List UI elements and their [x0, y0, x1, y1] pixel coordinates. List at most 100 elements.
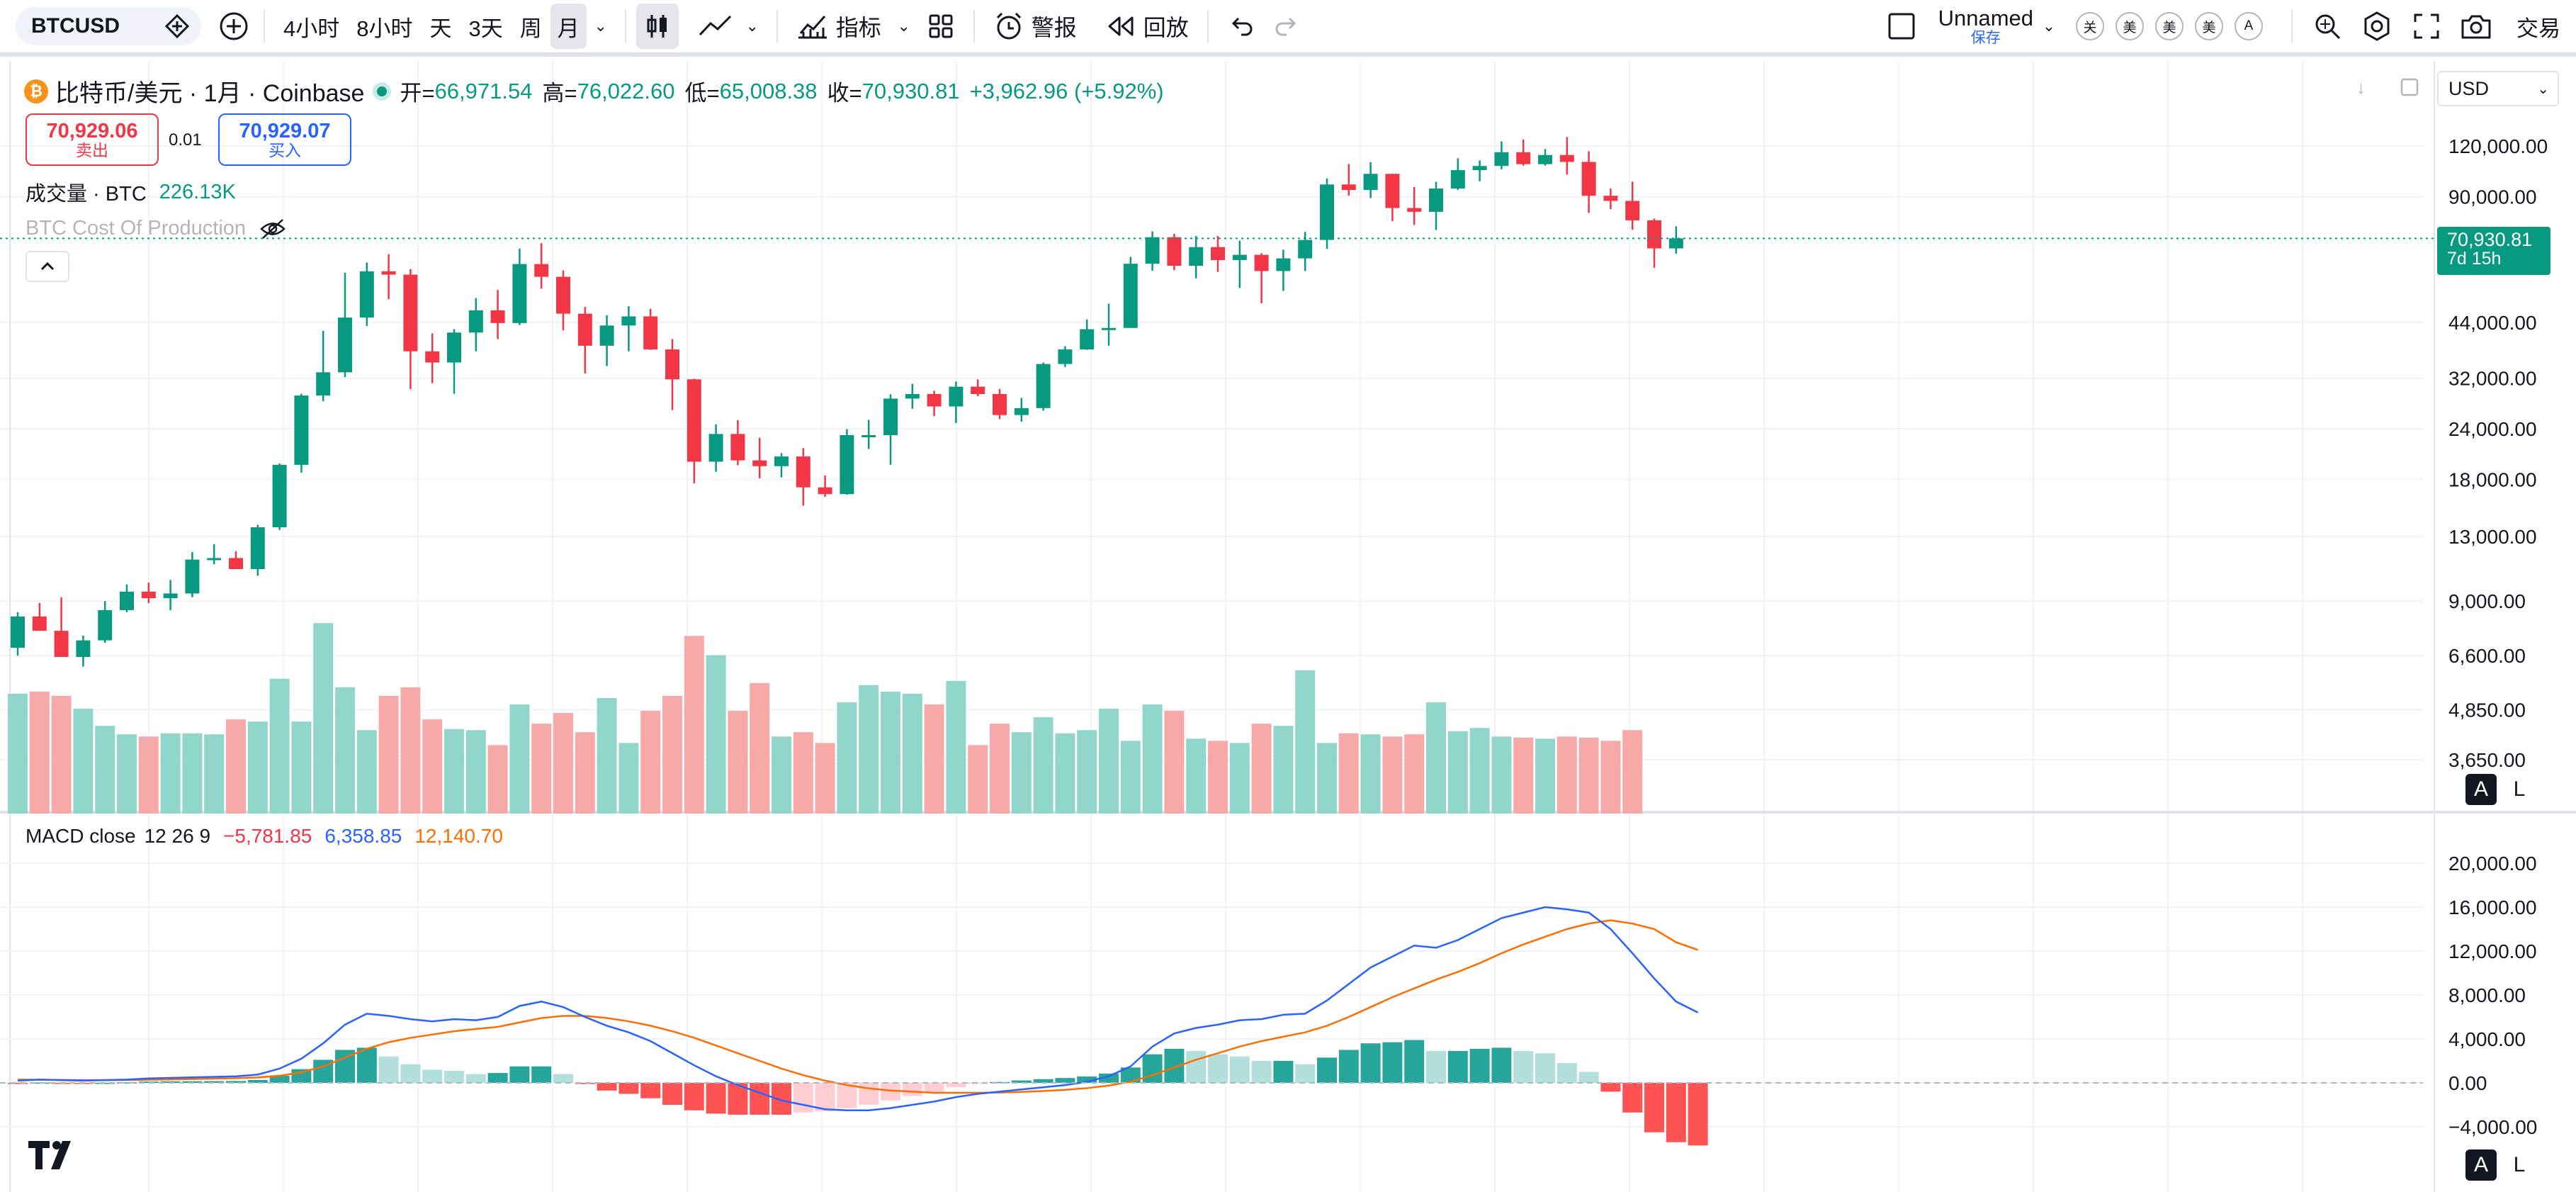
- collapse-legend-button[interactable]: [26, 251, 69, 282]
- candle: [185, 551, 200, 597]
- candle: [621, 306, 636, 352]
- watch-chip-0[interactable]: 关: [2076, 12, 2104, 40]
- volume-bar: [1338, 733, 1359, 814]
- volume-bar: [95, 726, 115, 814]
- log-scale-button[interactable]: L: [2504, 774, 2535, 805]
- candle: [774, 453, 789, 478]
- candle-body: [490, 310, 505, 323]
- macd-log-scale-button[interactable]: L: [2504, 1149, 2535, 1181]
- interval-1w[interactable]: 周: [519, 16, 542, 41]
- macd-histogram-bar: [902, 1083, 922, 1096]
- cost-indicator-label: BTC Cost Of Production: [26, 217, 247, 240]
- volume-label: 成交量 · BTC: [26, 183, 147, 206]
- volume-bar: [117, 734, 137, 814]
- top-toolbar: BTCUSD 4小时 8小时 天 3天 周 月 ⌄ ⌄ 指标 ⌄: [0, 0, 2576, 57]
- indicators-dropdown[interactable]: ⌄: [890, 4, 918, 49]
- volume-bar: [1535, 738, 1555, 814]
- interval-1m[interactable]: 月: [550, 4, 587, 49]
- currency-select[interactable]: USD ⌄: [2437, 71, 2559, 106]
- buy-button[interactable]: 70,929.07 买入: [218, 113, 351, 166]
- interval-8h[interactable]: 8小时: [356, 16, 413, 41]
- quick-search-button[interactable]: [2303, 4, 2352, 49]
- chart-area[interactable]: 120,000.00 90,000.00 44,000.00 32,000.00 24,…: [0, 61, 2576, 1192]
- interval-4h[interactable]: 4小时: [283, 16, 340, 41]
- volume-bar: [618, 743, 639, 814]
- candle: [1494, 141, 1509, 169]
- volume-bar: [1011, 732, 1032, 814]
- redo-button[interactable]: [1264, 4, 1309, 49]
- buy-price: 70,929.07: [239, 119, 331, 142]
- undo-icon: [1231, 17, 1253, 36]
- macd-histogram-bar: [1557, 1063, 1577, 1083]
- candle: [796, 448, 810, 506]
- volume-bar: [750, 682, 770, 814]
- chart-type-dropdown[interactable]: ⌄: [738, 4, 767, 49]
- macd-histogram-bar: [859, 1083, 879, 1105]
- volume-bar: [553, 713, 573, 814]
- candle: [1080, 319, 1095, 350]
- scroll-down-icon[interactable]: ↓: [2356, 77, 2366, 98]
- interval-dropdown[interactable]: ⌄: [587, 4, 615, 49]
- candle: [447, 329, 461, 394]
- compare-add-button[interactable]: [214, 4, 254, 49]
- macd-axis-label: 4,000.00: [2448, 1028, 2526, 1050]
- eye-off-icon[interactable]: [260, 218, 286, 240]
- interval-1d[interactable]: 天: [429, 16, 452, 41]
- candle: [1407, 186, 1422, 225]
- candle-body: [359, 271, 374, 318]
- volume-bar: [1273, 726, 1294, 814]
- volume-bar: [815, 743, 835, 814]
- symbol-search[interactable]: BTCUSD: [16, 7, 201, 45]
- toolbar-divider: [1207, 10, 1209, 43]
- watch-chip-3[interactable]: 美: [2195, 12, 2223, 40]
- bitcoin-icon: ₿: [24, 79, 48, 103]
- replay-button[interactable]: 回放: [1097, 4, 1197, 49]
- indicators-button[interactable]: 指标: [788, 4, 890, 49]
- market-status-dot: [377, 86, 388, 96]
- layout-dropdown[interactable]: ⌄: [2033, 4, 2064, 49]
- chart-canvas[interactable]: 120,000.00 90,000.00 44,000.00 32,000.00 24,…: [0, 61, 2576, 1192]
- candle-style-button[interactable]: [635, 4, 679, 49]
- watch-chip-1[interactable]: 美: [2115, 12, 2144, 40]
- interval-3d[interactable]: 3天: [468, 16, 503, 41]
- candle-body: [1080, 329, 1095, 350]
- snapshot-button[interactable]: [2451, 4, 2501, 49]
- templates-button[interactable]: [918, 4, 964, 49]
- line-chart-button[interactable]: [693, 4, 738, 49]
- cost-indicator-legend[interactable]: BTC Cost Of Production: [26, 217, 286, 240]
- candle-body: [883, 398, 898, 435]
- high-label: 高=: [542, 81, 577, 106]
- maximize-pane-icon[interactable]: [2399, 77, 2420, 98]
- candle-body: [796, 456, 810, 488]
- fullscreen-button[interactable]: [2402, 4, 2451, 49]
- candle-body: [1145, 237, 1160, 264]
- candle-body: [1254, 254, 1269, 271]
- trade-button[interactable]: 交易: [2516, 16, 2560, 41]
- volume-bar: [1186, 738, 1207, 814]
- volume-bar: [1077, 730, 1097, 814]
- watch-chip-2[interactable]: 美: [2155, 12, 2184, 40]
- macd-auto-scale-button[interactable]: A: [2465, 1149, 2497, 1181]
- candle: [512, 248, 527, 325]
- last-price-value: 70,930.81: [2447, 229, 2533, 250]
- alert-button[interactable]: 警报: [985, 4, 1085, 49]
- macd-histogram-bar: [793, 1083, 813, 1113]
- sell-button[interactable]: 70,929.06 卖出: [26, 113, 159, 166]
- watch-chip-4[interactable]: A: [2235, 12, 2263, 40]
- auto-scale-button[interactable]: A: [2465, 774, 2497, 805]
- candlestick-series: [0, 137, 2434, 667]
- low-value: 65,008.38: [719, 78, 818, 103]
- macd-histogram-bar: [1317, 1057, 1337, 1083]
- macd-hist-value: −5,781.85: [223, 825, 312, 847]
- layout-toggle[interactable]: [1882, 4, 1921, 49]
- undo-button[interactable]: [1219, 4, 1264, 49]
- layout-save-button[interactable]: Unnamed 保存: [1938, 4, 2033, 49]
- candle: [468, 298, 483, 352]
- candle: [229, 551, 243, 570]
- chevron-down-icon: ⌄: [897, 17, 910, 35]
- macd-histogram-bar: [378, 1056, 399, 1083]
- settings-button[interactable]: [2352, 4, 2402, 49]
- candle-body: [32, 616, 47, 631]
- candle: [1123, 257, 1138, 328]
- toolbar-divider: [973, 10, 975, 43]
